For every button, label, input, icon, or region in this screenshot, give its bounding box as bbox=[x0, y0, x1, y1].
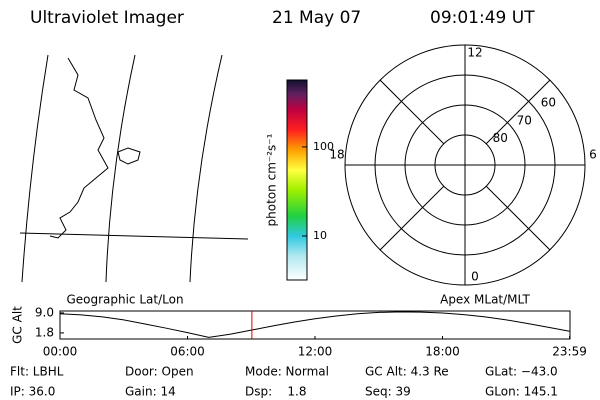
meridian bbox=[21, 54, 49, 283]
polar-ring-label: 60 bbox=[541, 95, 556, 109]
mlt-label: 0 bbox=[471, 270, 479, 284]
polar-ring bbox=[374, 74, 556, 256]
status-field: IP: 36.0 bbox=[10, 385, 55, 399]
status-field: Flt: LBHL bbox=[10, 365, 64, 379]
colorbar bbox=[287, 80, 307, 280]
right-label: Apex MLat/MLT bbox=[440, 293, 530, 307]
x-tick-label: 12:00 bbox=[298, 345, 333, 359]
x-tick-label: 00:00 bbox=[43, 345, 78, 359]
polar-ring bbox=[434, 134, 496, 196]
colorbar-label: photon cm⁻²s⁻¹ bbox=[265, 133, 279, 226]
polar-ring bbox=[404, 104, 526, 226]
time: 09:01:49 UT bbox=[430, 8, 535, 28]
colorbar-tick-label: 100 bbox=[313, 140, 334, 153]
status-field: Mode: Normal bbox=[245, 365, 329, 379]
mlt-label: 18 bbox=[329, 148, 344, 162]
polar-ring-label: 70 bbox=[517, 113, 532, 127]
map bbox=[19, 54, 249, 283]
mlt-label: 12 bbox=[467, 46, 482, 60]
colorbar-frame bbox=[286, 79, 308, 281]
polar-diagonal bbox=[485, 185, 551, 251]
y-tick-label: 1.8 bbox=[35, 325, 54, 339]
polar-diagonal bbox=[379, 79, 445, 145]
status-field: GLon: 145.1 bbox=[485, 385, 558, 399]
status-field: GLat: −43.0 bbox=[485, 365, 558, 379]
polar-diagonal bbox=[379, 185, 445, 251]
polar-diagonal bbox=[485, 79, 551, 145]
y-axis-label: GC Alt bbox=[11, 306, 25, 344]
parallel bbox=[19, 232, 249, 240]
x-tick-label: 06:00 bbox=[170, 345, 205, 359]
status-field: Door: Open bbox=[125, 365, 194, 379]
x-tick-label: 23:59 bbox=[552, 345, 587, 359]
status-field: Gain: 14 bbox=[125, 385, 176, 399]
meridian bbox=[189, 54, 223, 283]
y-tick-label: 9.0 bbox=[35, 305, 54, 319]
x-tick-label: 18:00 bbox=[425, 345, 460, 359]
island bbox=[117, 147, 141, 165]
altitude-line bbox=[59, 311, 570, 338]
polar-ring-label: 80 bbox=[493, 131, 508, 145]
colorbar-tick-label: 10 bbox=[313, 229, 327, 242]
left-label: Geographic Lat/Lon bbox=[66, 293, 183, 307]
coastline bbox=[49, 57, 109, 239]
status-field: Dsp: 1.8 bbox=[245, 385, 307, 399]
status-field: GC Alt: 4.3 Re bbox=[365, 365, 449, 379]
mlt-label: 6 bbox=[589, 148, 597, 162]
meridian bbox=[105, 54, 136, 283]
title: Ultraviolet Imager bbox=[30, 8, 184, 28]
date: 21 May 07 bbox=[272, 8, 361, 28]
status-field: Seq: 39 bbox=[365, 385, 411, 399]
